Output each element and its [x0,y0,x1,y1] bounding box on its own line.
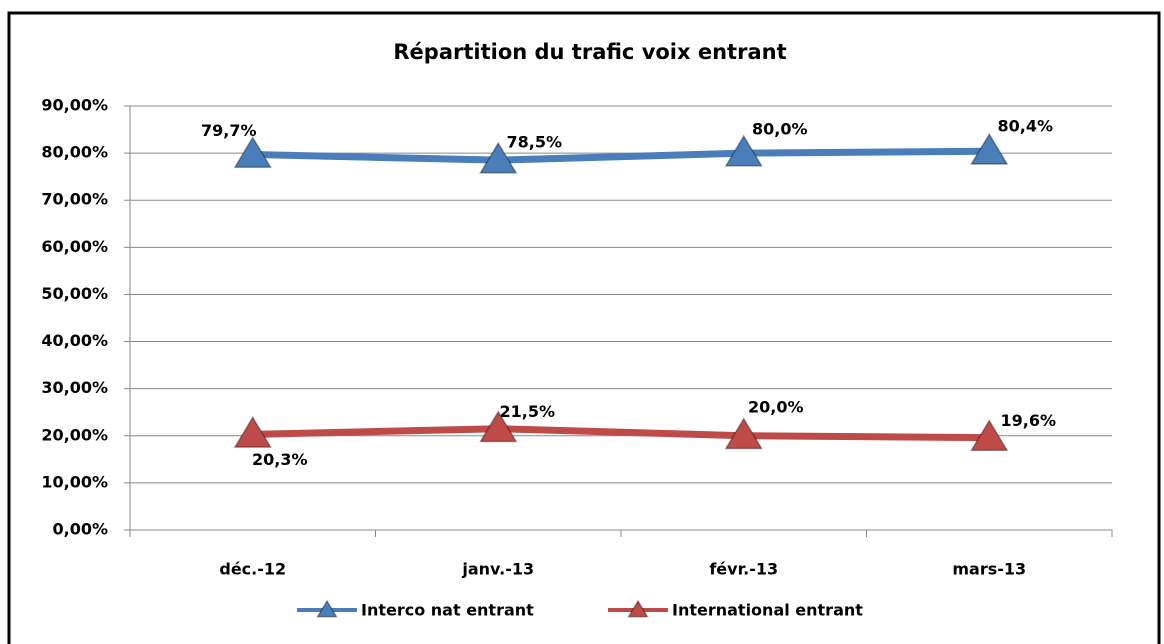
chart-title: Répartition du trafic voix entrant [393,40,786,64]
marker [233,415,272,448]
series-line [252,147,990,164]
data-label: 79,7% [201,121,257,140]
marker [479,141,518,174]
data-label: 19,6% [1000,411,1056,430]
legend-label: International entrant [672,601,863,620]
y-tick-label: 40,00% [41,331,108,350]
legend-marker [627,599,649,618]
y-tick-label: 80,00% [41,143,108,162]
chart-border [7,11,1161,644]
y-tick-label: 20,00% [41,425,108,444]
data-label: 20,0% [748,397,804,416]
y-tick-label: 10,00% [41,472,108,491]
y-tick-label: 30,00% [41,378,108,397]
x-tick-label: janv.-13 [461,560,534,579]
marker [724,417,763,450]
series-line [252,425,990,442]
data-label: 78,5% [506,133,562,152]
data-label: 80,0% [752,120,808,139]
y-tick-label: 0,00% [52,520,108,539]
y-tick-label: 60,00% [41,237,108,256]
y-tick-label: 70,00% [41,190,108,209]
legend-label: Interco nat entrant [361,601,534,620]
y-tick-label: 90,00% [41,96,108,115]
x-tick-label: mars-13 [952,560,1026,579]
x-tick-label: déc.-12 [219,560,286,579]
data-label: 80,4% [997,117,1053,136]
legend-marker [316,599,338,618]
data-label: 21,5% [499,402,555,421]
marker [970,132,1009,165]
y-tick-label: 50,00% [41,284,108,303]
x-tick-label: févr.-13 [709,560,778,579]
marker [724,134,763,167]
data-label: 20,3% [252,450,308,469]
marker [970,419,1009,452]
marker [233,136,272,169]
marker [479,410,518,443]
